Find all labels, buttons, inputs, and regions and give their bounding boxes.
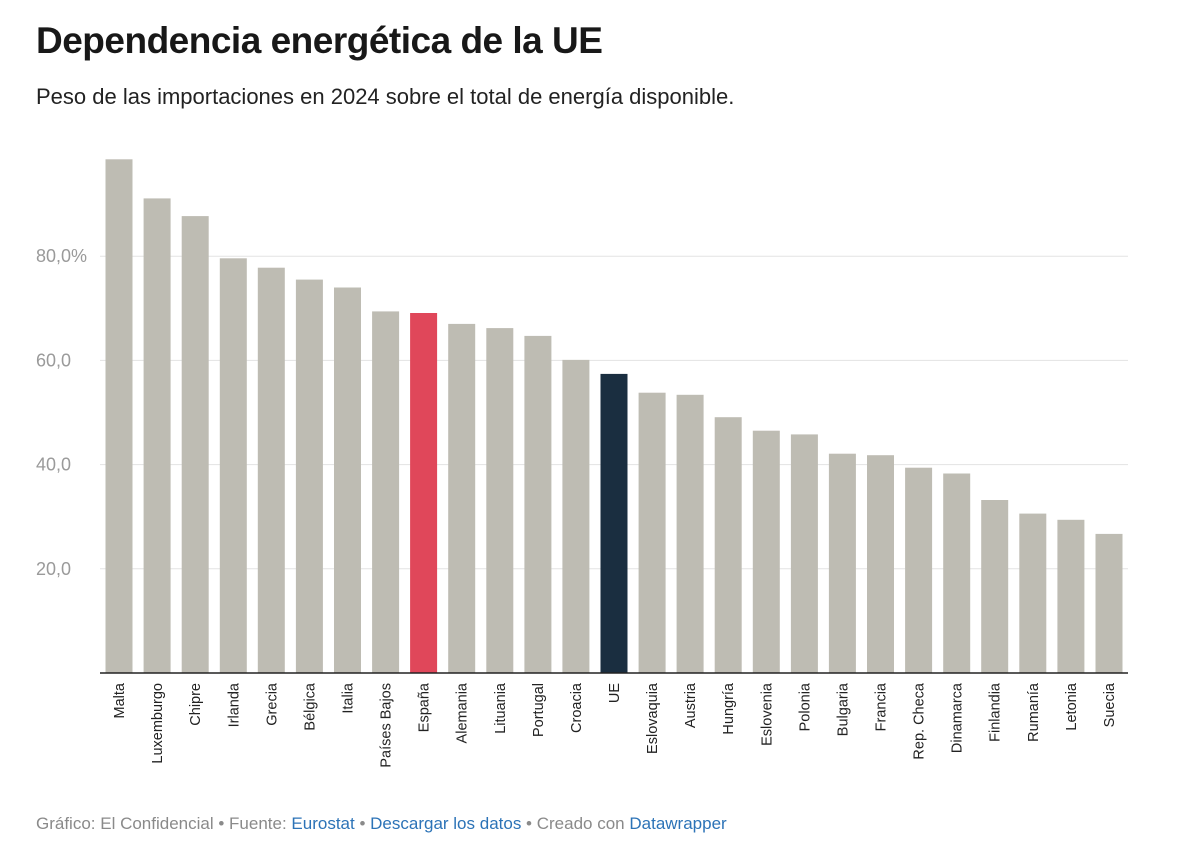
x-tick-label: Suecia bbox=[1102, 682, 1118, 727]
bar-francia[interactable] bbox=[867, 455, 894, 673]
bar-países-bajos[interactable] bbox=[372, 311, 400, 673]
footer-credit: Gráfico: El Confidencial bbox=[36, 814, 214, 833]
x-tick-label: Austria bbox=[683, 682, 699, 728]
footer-created-prefix: Creado con bbox=[536, 814, 630, 833]
bar-finlandia[interactable] bbox=[981, 500, 1009, 673]
y-tick-label: 60,0 bbox=[36, 350, 71, 370]
source-link[interactable]: Eurostat bbox=[291, 814, 355, 833]
x-tick-label: Luxemburgo bbox=[150, 683, 166, 764]
bar-chipre[interactable] bbox=[181, 216, 209, 673]
y-tick-label: 20,0 bbox=[36, 559, 71, 579]
datawrapper-link[interactable]: Datawrapper bbox=[629, 814, 727, 833]
footer-separator: • bbox=[354, 814, 371, 833]
x-tick-label: Finlandia bbox=[988, 682, 1004, 742]
x-tick-label: Bélgica bbox=[302, 682, 318, 730]
bar-hungría[interactable] bbox=[714, 417, 742, 673]
x-tick-label: España bbox=[417, 682, 433, 732]
bar-grecia[interactable] bbox=[257, 267, 285, 673]
x-tick-label: Países Bajos bbox=[379, 683, 395, 768]
bar-austria[interactable] bbox=[676, 394, 704, 673]
download-data-link[interactable]: Descargar los datos bbox=[370, 814, 522, 833]
x-tick-label: Eslovaquia bbox=[645, 682, 661, 754]
x-axis: Malta Luxemburgo Chipre Irlanda Grecia Bélgic… bbox=[100, 672, 1128, 768]
x-tick-label: Alemania bbox=[455, 682, 471, 743]
footer-separator: • bbox=[213, 814, 230, 833]
y-axis: 20,0 40,0 60,0 80,0% bbox=[36, 246, 87, 579]
footer: Gráfico: El Confidencial • Fuente: Euros… bbox=[36, 814, 727, 834]
x-tick-label: Grecia bbox=[264, 682, 280, 726]
y-tick-label: 80,0% bbox=[36, 246, 87, 266]
bar-chart: 20,0 40,0 60,0 80,0% Malta Luxemburgo Chipre I… bbox=[36, 159, 1128, 768]
bar-alemania[interactable] bbox=[448, 323, 476, 673]
y-tick-label: 40,0 bbox=[36, 455, 71, 475]
footer-separator: • bbox=[521, 814, 537, 833]
x-tick-label: Eslovenia bbox=[759, 682, 775, 746]
bar-italia[interactable] bbox=[334, 287, 361, 674]
bar-eslovenia[interactable] bbox=[752, 430, 780, 673]
x-tick-label: Francia bbox=[874, 682, 890, 731]
bars bbox=[105, 159, 1123, 674]
bar-eslovaquia[interactable] bbox=[638, 392, 666, 673]
x-tick-label: Polonia bbox=[797, 682, 813, 731]
bar-malta[interactable] bbox=[105, 159, 133, 674]
x-tick-label: Irlanda bbox=[226, 682, 242, 727]
chart-subtitle: Peso de las importaciones en 2024 sobre … bbox=[36, 84, 735, 109]
x-tick-label: Lituania bbox=[493, 682, 509, 734]
x-tick-label: UE bbox=[607, 683, 623, 703]
x-tick-label: Dinamarca bbox=[950, 682, 966, 753]
x-tick-label: Rep. Checa bbox=[912, 682, 928, 760]
bar-lituania[interactable] bbox=[486, 328, 514, 673]
x-tick-label: Chipre bbox=[188, 683, 204, 726]
bar-rumanía[interactable] bbox=[1019, 513, 1047, 673]
x-tick-label: Bulgaria bbox=[835, 682, 851, 736]
bar-suecia[interactable] bbox=[1095, 533, 1123, 673]
x-tick-label: Croacia bbox=[569, 682, 585, 733]
bar-bélgica[interactable] bbox=[295, 279, 323, 673]
bar-letonia[interactable] bbox=[1057, 519, 1085, 673]
bar-croacia[interactable] bbox=[562, 359, 590, 673]
x-tick-label: Rumanía bbox=[1026, 682, 1042, 742]
chart-title: Dependencia energética de la UE bbox=[36, 20, 603, 61]
x-tick-label: Letonia bbox=[1064, 682, 1080, 731]
bar-portugal[interactable] bbox=[524, 335, 552, 673]
bar-bulgaria[interactable] bbox=[828, 453, 856, 673]
bar-españa[interactable] bbox=[410, 313, 438, 673]
x-tick-label: Italia bbox=[341, 682, 357, 714]
footer-source-prefix: Fuente: bbox=[229, 814, 292, 833]
x-tick-label: Portugal bbox=[531, 683, 547, 737]
bar-rep-checa[interactable] bbox=[905, 467, 933, 673]
bar-ue[interactable] bbox=[600, 373, 628, 673]
bar-irlanda[interactable] bbox=[219, 258, 247, 673]
x-tick-label: Malta bbox=[112, 682, 128, 718]
bar-dinamarca[interactable] bbox=[943, 473, 971, 674]
x-tick-label: Hungría bbox=[721, 682, 737, 735]
bar-luxemburgo[interactable] bbox=[143, 198, 171, 673]
bar-polonia[interactable] bbox=[790, 434, 818, 673]
